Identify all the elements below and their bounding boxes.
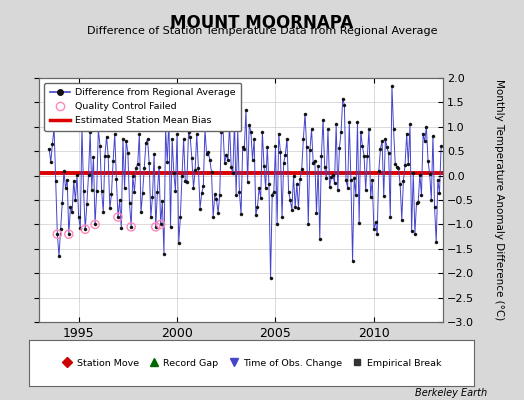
Point — [151, 224, 160, 230]
Text: MOUNT MOORNAPA: MOUNT MOORNAPA — [170, 14, 354, 32]
Text: Difference of Station Temperature Data from Regional Average: Difference of Station Temperature Data f… — [87, 26, 437, 36]
Point — [53, 231, 61, 237]
Legend: Difference from Regional Average, Quality Control Failed, Estimated Station Mean: Difference from Regional Average, Qualit… — [44, 83, 242, 130]
Point — [127, 224, 135, 230]
Legend: Station Move, Record Gap, Time of Obs. Change, Empirical Break: Station Move, Record Gap, Time of Obs. C… — [58, 355, 445, 371]
Y-axis label: Monthly Temperature Anomaly Difference (°C): Monthly Temperature Anomaly Difference (… — [494, 79, 504, 321]
Point — [91, 221, 99, 228]
Point — [64, 231, 73, 237]
Point — [157, 221, 165, 228]
Point — [81, 226, 90, 232]
Point — [114, 214, 122, 220]
Text: Berkeley Earth: Berkeley Earth — [415, 388, 487, 398]
